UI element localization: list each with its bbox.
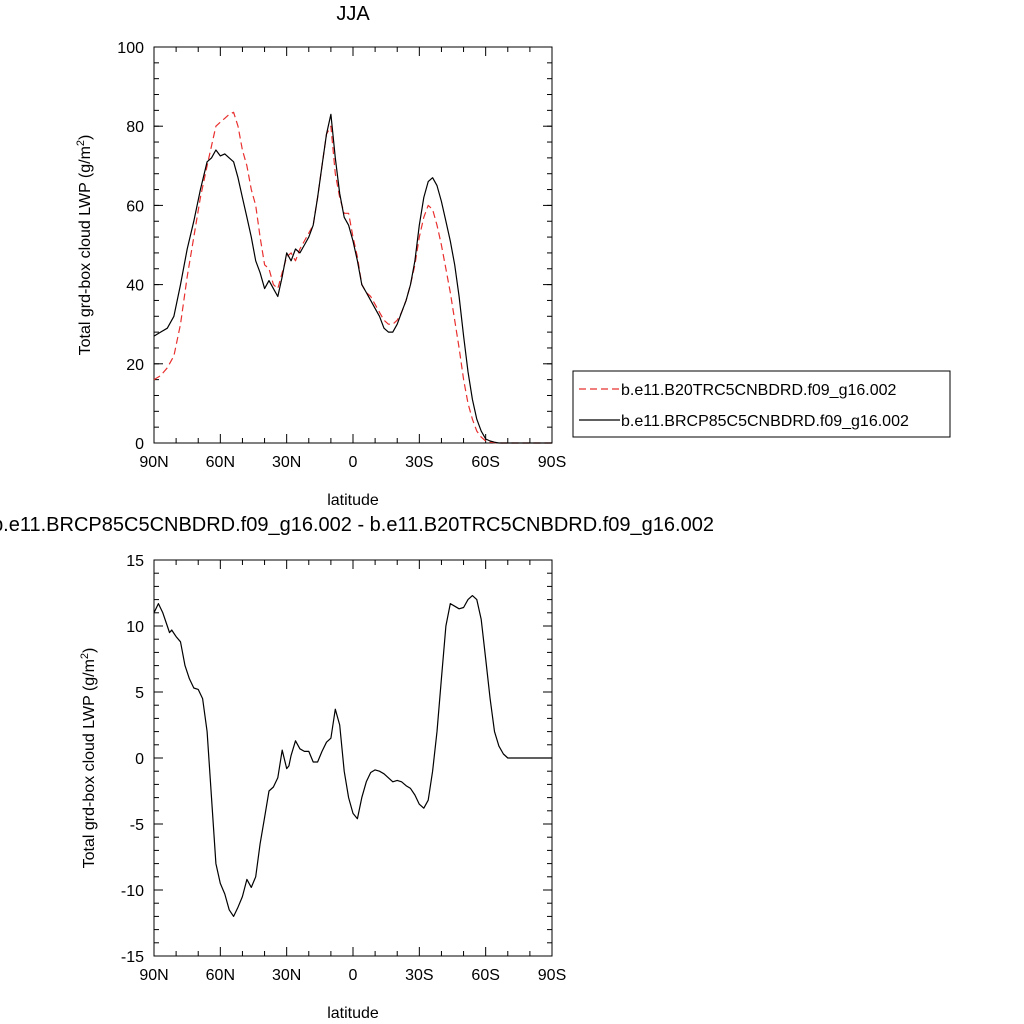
- bottom-ytick-label: -15: [121, 949, 144, 966]
- bottom-chart-ylabel-sup: 2: [79, 653, 91, 659]
- top-xtick-label: 30S: [405, 454, 433, 471]
- bottom-series-line-1: [153, 594, 552, 918]
- bottom-chart-ytick-labels: -15 -10 -5 0 5 10 15: [121, 553, 144, 966]
- top-xtick-label: 30N: [272, 454, 301, 471]
- bottom-ytick-label: 10: [126, 619, 144, 636]
- top-ytick-label: 60: [126, 198, 144, 215]
- top-chart-series: [153, 111, 552, 444]
- top-chart-frame: [153, 46, 553, 444]
- bottom-ytick-label: -10: [121, 883, 144, 900]
- top-series-line-1: [153, 111, 552, 444]
- top-chart-panel: JJA 90N 60N 30N 0 30S 60S 90S 0 20 40 60 80 100 lat…: [75, 3, 951, 509]
- bottom-chart-xtick-labels: 90N 60N 30N 0 30S 60S 90S: [139, 967, 566, 984]
- top-xtick-label: 90S: [538, 454, 566, 471]
- bottom-ytick-label: 15: [126, 553, 144, 570]
- top-chart-ytick-labels: 0 20 40 60 80 100: [117, 40, 144, 453]
- bottom-chart-title: b.e11.BRCP85C5CNBDRD.f09_g16.002 - b.e11…: [0, 514, 714, 536]
- bottom-xtick-label: 0: [349, 967, 358, 984]
- bottom-chart-ylabel-main: Total grd-box cloud LWP (g/m: [81, 659, 98, 868]
- top-chart-xlabel: latitude: [327, 492, 379, 509]
- bottom-xtick-label: 60S: [471, 967, 499, 984]
- top-chart-ticks: [153, 46, 553, 444]
- top-chart-ylabel-end: ): [77, 135, 94, 140]
- legend-label-series-2: b.e11.BRCP85C5CNBDRD.f09_g16.002: [621, 413, 909, 430]
- top-ytick-label: 40: [126, 278, 144, 295]
- bottom-ytick-label: 5: [135, 685, 144, 702]
- legend-label-series-1: b.e11.B20TRC5CNBDRD.f09_g16.002: [621, 382, 897, 399]
- bottom-ytick-label: 0: [135, 751, 144, 768]
- bottom-xtick-label: 60N: [206, 967, 235, 984]
- top-series-line-2: [153, 113, 552, 444]
- top-ytick-label: 100: [117, 40, 144, 57]
- top-xtick-label: 60N: [206, 454, 235, 471]
- bottom-chart-panel: b.e11.BRCP85C5CNBDRD.f09_g16.002 - b.e11…: [0, 514, 714, 1022]
- top-chart-ylabel: Total grd-box cloud LWP (g/m2): [75, 135, 94, 356]
- bottom-chart-ylabel-end: ): [81, 648, 98, 653]
- top-xtick-label: 0: [349, 454, 358, 471]
- top-chart-legend: b.e11.B20TRC5CNBDRD.f09_g16.002 b.e11.BR…: [572, 370, 951, 438]
- bottom-chart-ticks: [153, 559, 553, 957]
- bottom-chart-series: [153, 594, 552, 918]
- bottom-xtick-label: 30N: [272, 967, 301, 984]
- legend-box: [572, 370, 951, 438]
- bottom-chart-frame: [153, 559, 553, 957]
- top-chart-title: JJA: [336, 3, 370, 25]
- bottom-xtick-label: 90N: [139, 967, 168, 984]
- top-ytick-label: 0: [135, 436, 144, 453]
- bottom-chart-ylabel: Total grd-box cloud LWP (g/m2): [79, 648, 98, 869]
- bottom-xtick-label: 30S: [405, 967, 433, 984]
- top-chart-ylabel-main: Total grd-box cloud LWP (g/m: [77, 146, 94, 355]
- bottom-ytick-label: -5: [130, 817, 144, 834]
- top-chart-xtick-labels: 90N 60N 30N 0 30S 60S 90S: [139, 454, 566, 471]
- top-ytick-label: 80: [126, 119, 144, 136]
- bottom-chart-xlabel: latitude: [327, 1005, 379, 1022]
- top-chart-ylabel-sup: 2: [75, 140, 87, 146]
- top-xtick-label: 90N: [139, 454, 168, 471]
- bottom-xtick-label: 90S: [538, 967, 566, 984]
- top-ytick-label: 20: [126, 357, 144, 374]
- top-xtick-label: 60S: [471, 454, 499, 471]
